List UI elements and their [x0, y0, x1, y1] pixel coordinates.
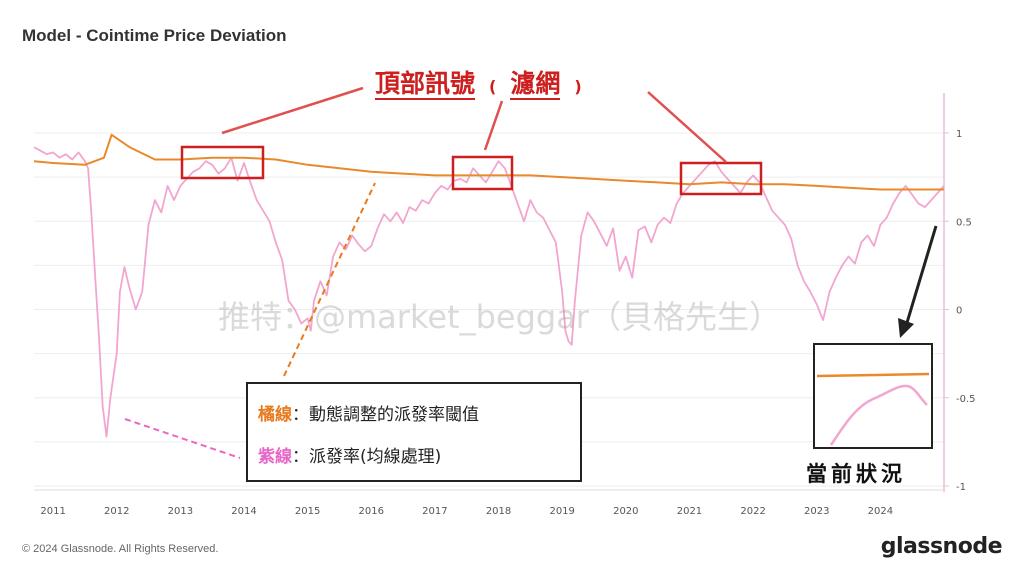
top-signal-connector — [221, 86, 364, 135]
current-status-label: 當前狀況 — [806, 462, 906, 486]
x-tick-label: 2011 — [40, 506, 65, 517]
top-signal-box — [679, 161, 763, 196]
inset-deviation-line — [829, 384, 928, 446]
current-status-inset — [813, 343, 933, 449]
x-tick-label: 2013 — [168, 506, 193, 517]
x-tick-label: 2012 — [104, 506, 129, 517]
x-tick-label: 2024 — [868, 506, 893, 517]
legend-orange: 橘線：動態調整的派發率閾值 — [258, 400, 479, 425]
top-signal-box — [180, 145, 265, 180]
top-signal-paren-open: ( — [489, 77, 497, 96]
chart-title: Model - Cointime Price Deviation — [22, 26, 287, 45]
x-tick-label: 2016 — [359, 506, 384, 517]
inset-chart — [816, 372, 930, 446]
right-y-axis: 1 0.5 0 -0.5 -1 — [943, 93, 976, 493]
top-signal-connector — [647, 91, 727, 163]
top-signal-filter: 濾網 — [510, 69, 561, 100]
current-status-arrowhead — [898, 318, 914, 338]
top-signal-annotation: 頂部訊號 ( 濾網) — [375, 64, 582, 100]
y-tick-label: -0.5 — [956, 394, 976, 405]
x-tick-label: 2022 — [740, 506, 765, 517]
legend-pink-name: 紫線 — [258, 447, 292, 467]
current-status-arrow — [904, 225, 938, 327]
y-tick-label: 1 — [956, 129, 962, 140]
glassnode-logo: glassnode — [880, 534, 1003, 559]
x-tick-label: 2015 — [295, 506, 320, 517]
series-layer — [33, 133, 945, 438]
x-axis: 2011 2012 2013 2014 2015 2016 2017 2018 2019 2020… — [34, 489, 944, 517]
y-tick-label: 0 — [956, 306, 962, 317]
annotation-layer — [124, 86, 938, 459]
legend-orange-pointer — [283, 182, 376, 377]
legend-pink: 紫線：派發率(均線處理) — [258, 442, 441, 467]
top-signal-title: 頂部訊號 — [375, 69, 476, 100]
x-tick-label: 2017 — [422, 506, 447, 517]
legend-orange-desc: ：動態調整的派發率閾值 — [292, 405, 479, 425]
x-tick-label: 2020 — [613, 506, 638, 517]
legend-orange-name: 橘線 — [258, 405, 292, 425]
inset-threshold-line — [816, 372, 930, 378]
top-signal-box — [451, 155, 514, 191]
legend-box: 橘線：動態調整的派發率閾值 紫線：派發率(均線處理) — [246, 382, 582, 482]
x-tick-label: 2014 — [231, 506, 256, 517]
threshold-series-line — [33, 133, 944, 191]
x-tick-label: 2023 — [804, 506, 829, 517]
x-tick-label: 2019 — [549, 506, 574, 517]
legend-pink-pointer — [124, 418, 241, 459]
x-tick-label: 2021 — [677, 506, 702, 517]
top-signal-connector — [483, 100, 504, 151]
legend-pink-desc: ：派發率(均線處理) — [292, 447, 442, 467]
y-tick-label: -1 — [956, 482, 966, 493]
top-signal-paren-close: ) — [574, 77, 582, 96]
x-tick-label: 2018 — [486, 506, 511, 517]
copyright: © 2024 Glassnode. All Rights Reserved. — [22, 543, 219, 555]
y-tick-label: 0.5 — [956, 217, 972, 228]
watermark: 推特：@market_beggar（貝格先生） — [218, 298, 781, 336]
